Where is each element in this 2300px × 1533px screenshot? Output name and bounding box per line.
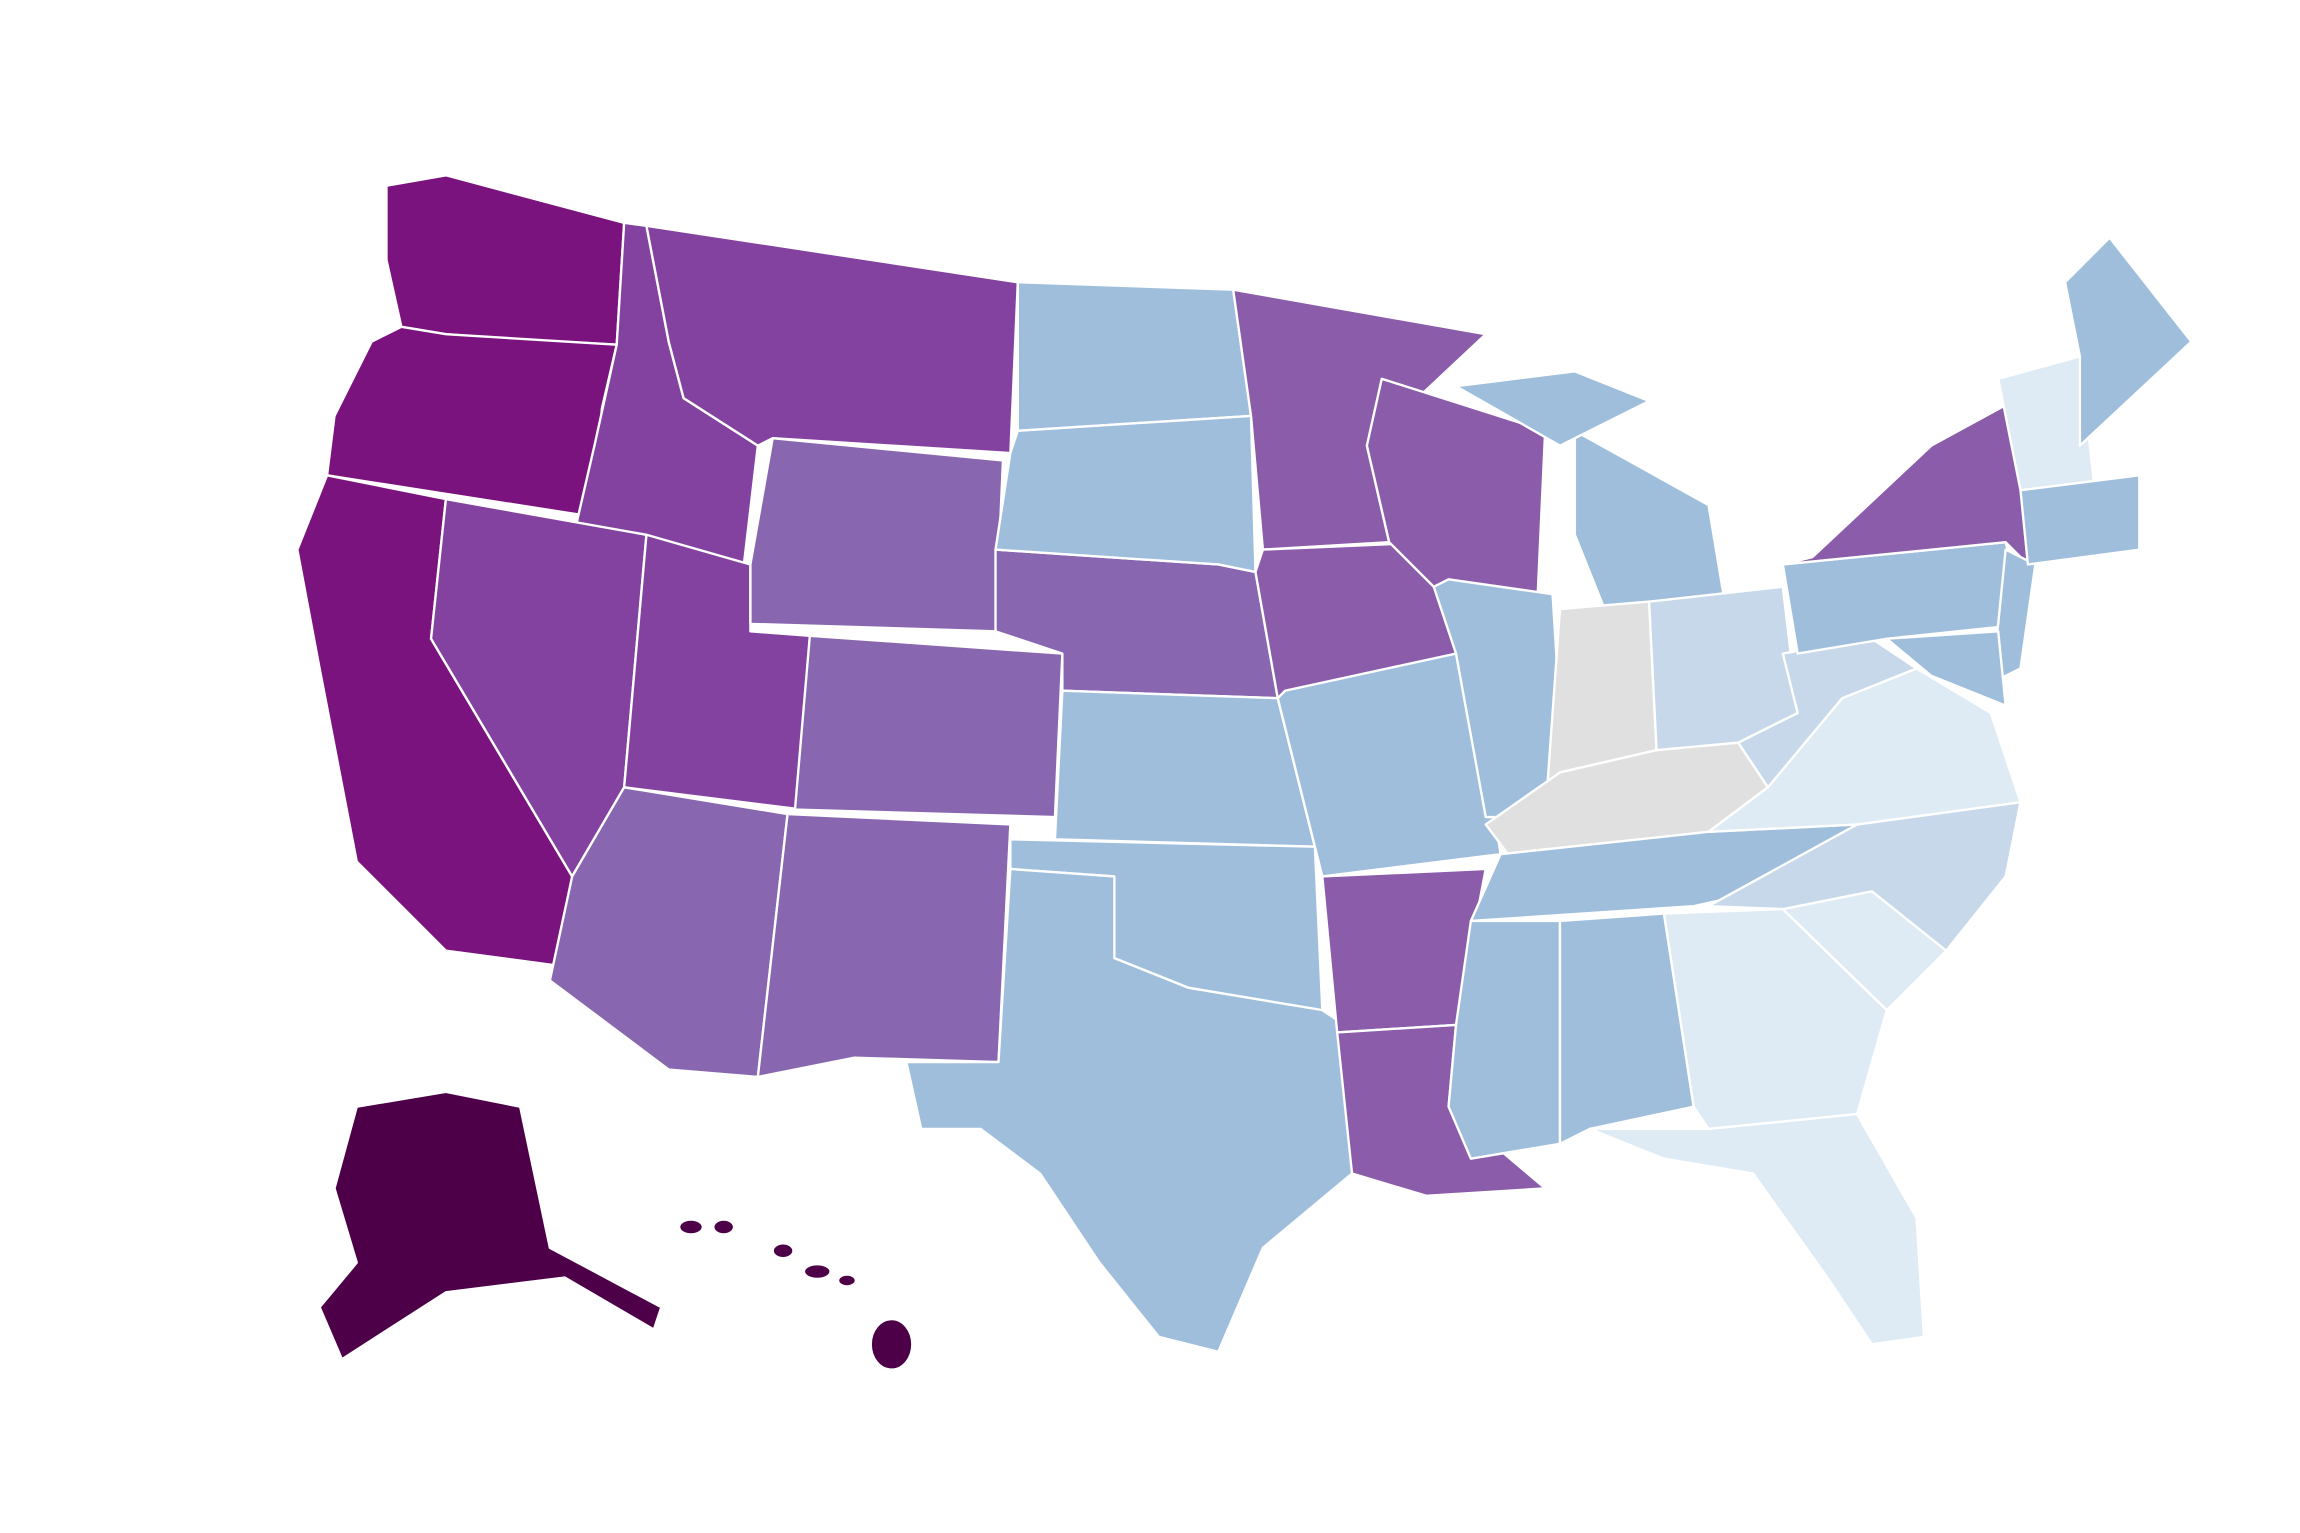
state-al — [1558, 912, 1695, 1145]
state-fl — [1588, 1112, 1926, 1346]
state-nd — [1016, 281, 1253, 432]
state-ak — [318, 1090, 663, 1361]
state-ny — [1781, 399, 2030, 566]
state-md-de — [1885, 630, 2007, 707]
state-wa — [385, 174, 626, 346]
state-hi — [771, 1242, 795, 1260]
state-hi — [836, 1273, 858, 1288]
state-tx — [905, 867, 1354, 1353]
state-ma-ct-ri — [2019, 474, 2141, 566]
state-ms — [1447, 919, 1562, 1160]
state-hi — [677, 1218, 705, 1236]
state-mi-upper — [1454, 370, 1651, 447]
state-sd — [994, 414, 1257, 574]
state-nm — [756, 812, 1012, 1079]
state-ks — [1053, 689, 1317, 848]
state-hi — [712, 1218, 736, 1236]
state-co — [793, 634, 1064, 819]
state-hi — [869, 1317, 914, 1371]
state-wy — [749, 437, 1005, 633]
state-me — [2063, 236, 2193, 447]
state-mi-lower — [1573, 429, 1725, 611]
state-mt — [645, 224, 1019, 455]
state-wv — [1737, 637, 1918, 789]
state-hi — [802, 1262, 832, 1281]
